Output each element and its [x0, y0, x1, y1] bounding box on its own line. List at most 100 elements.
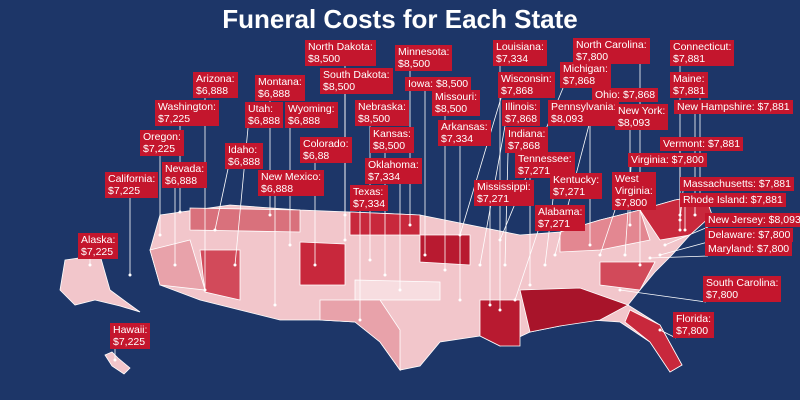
label-line: South Dakota:: [323, 69, 390, 81]
label-line: Florida:: [676, 313, 712, 325]
leader-dot: [203, 288, 207, 292]
label-line: $7,800: [706, 289, 739, 301]
state-label: Maryland: $7,800: [705, 242, 793, 256]
state-region: [624, 309, 683, 373]
leader-dot: [288, 243, 292, 247]
leader-dot: [598, 253, 602, 257]
leader-dot: [423, 253, 427, 257]
state-label: Wyoming: $6,888: [285, 102, 338, 128]
label-line: $6,88: [303, 150, 330, 162]
label-line: $7,225: [81, 246, 114, 258]
leader-dot: [398, 288, 402, 292]
label-line: $7,271: [477, 193, 510, 205]
leader-line: [514, 230, 539, 301]
state-label: Oregon: $7,225: [140, 130, 184, 156]
leader-dot: [543, 263, 547, 267]
leader-dot: [268, 213, 272, 217]
state-label: South Dakota: $8,500: [320, 68, 393, 94]
label-line: $8,500: [323, 81, 356, 93]
leader-dot: [158, 233, 162, 237]
label-line: Tennessee:: [518, 153, 572, 165]
state-label: New Hampshire: $7,881: [674, 100, 793, 114]
state-region: [189, 207, 301, 233]
label-line: Indiana:: [508, 128, 546, 140]
state-region: [519, 287, 629, 333]
label-line: Oregon:: [143, 131, 181, 143]
label-line: Minnesota:: [398, 46, 450, 58]
label-line: Idaho:: [228, 144, 258, 156]
label-line: Maine:: [673, 73, 705, 85]
label-line: $8,500: [308, 53, 341, 65]
leader-line: [664, 226, 709, 246]
label-line: $8,500: [398, 58, 431, 70]
state-label: Vermont: $7,881: [660, 137, 744, 151]
leader-dot: [588, 243, 592, 247]
state-label: New Jersey: $8,093: [705, 213, 800, 227]
state-region: [354, 279, 441, 301]
state-label: California: $7,225: [105, 172, 159, 198]
state-label: Pennsylvania: $8,093: [548, 100, 620, 126]
state-label: Illinois: $7,868: [502, 100, 541, 126]
state-region: [319, 299, 401, 372]
label-line: $8,500: [358, 113, 391, 125]
label-line: Louisiana:: [496, 41, 544, 53]
state-label: Alaska: $7,225: [78, 233, 119, 259]
state-label: Minnesota: $8,500: [395, 45, 453, 71]
label-line: $6,888: [248, 115, 281, 127]
label-line: $8,500: [435, 103, 468, 115]
leader-dot: [693, 213, 697, 217]
leader-dot: [178, 210, 182, 214]
label-line: $8,500: [373, 140, 406, 152]
label-line: Delaware: $7,800: [708, 229, 791, 241]
state-label: Maine: $7,881: [670, 72, 709, 98]
state-label: Massachusetts: $7,881: [680, 177, 794, 191]
label-line: Alabama:: [538, 206, 583, 218]
state-label: Alabama: $7,271: [535, 205, 586, 231]
alaska: [59, 254, 141, 313]
state-label: Connecticut: $7,881: [670, 40, 735, 66]
leader-line: [214, 168, 229, 231]
state-label: Michigan: $7,868: [560, 62, 611, 88]
state-label: Mississippi: $7,271: [474, 180, 534, 206]
label-line: $6,888: [196, 85, 229, 97]
label-line: $7,334: [353, 198, 386, 210]
state-label: Rhode Island: $7,881: [680, 193, 786, 207]
state-label: Louisiana: $7,334: [493, 40, 547, 66]
us-map: [59, 194, 713, 375]
leader-dot: [663, 243, 667, 247]
leader-line: [619, 289, 707, 303]
leader-dot: [233, 263, 237, 267]
label-line: $7,334: [496, 53, 529, 65]
label-line: Montana:: [258, 76, 302, 88]
leader-lines: [88, 64, 709, 362]
label-line: North Dakota:: [308, 41, 373, 53]
label-line: $7,225: [108, 185, 141, 197]
leader-dot: [678, 218, 682, 222]
label-line: West: [615, 173, 639, 185]
label-line: South Carolina:: [706, 277, 779, 289]
state-label: North Carolina: $7,800: [573, 38, 650, 64]
state-label: Arkansas: $7,334: [438, 120, 491, 146]
state-label: South Carolina: $7,800: [703, 276, 782, 302]
state-label: Ohio: $7,868: [592, 88, 659, 102]
label-line: Texas:: [353, 186, 384, 198]
label-line: Vermont: $7,881: [663, 138, 741, 150]
state-label: Kansas: $8,500: [370, 127, 414, 153]
state-label: West Virginia: $7,800: [612, 172, 656, 210]
leader-dot: [528, 283, 532, 287]
label-line: Ohio: $7,868: [595, 89, 656, 101]
state-label: Colorado: $6,88: [300, 137, 352, 163]
leader-dot: [408, 223, 412, 227]
state-region: [479, 299, 521, 347]
state-label: Washington: $7,225: [155, 100, 219, 126]
label-line: New Hampshire: $7,881: [677, 101, 790, 113]
hawaii: [104, 351, 131, 375]
state-region: [199, 249, 241, 301]
label-line: $7,868: [563, 75, 596, 87]
label-line: $7,881: [673, 53, 706, 65]
label-line: $7,334: [368, 171, 401, 183]
leader-dot: [648, 256, 652, 260]
label-line: Washington:: [158, 101, 216, 113]
leader-dot: [553, 253, 557, 257]
label-line: Pennsylvania:: [551, 101, 617, 113]
